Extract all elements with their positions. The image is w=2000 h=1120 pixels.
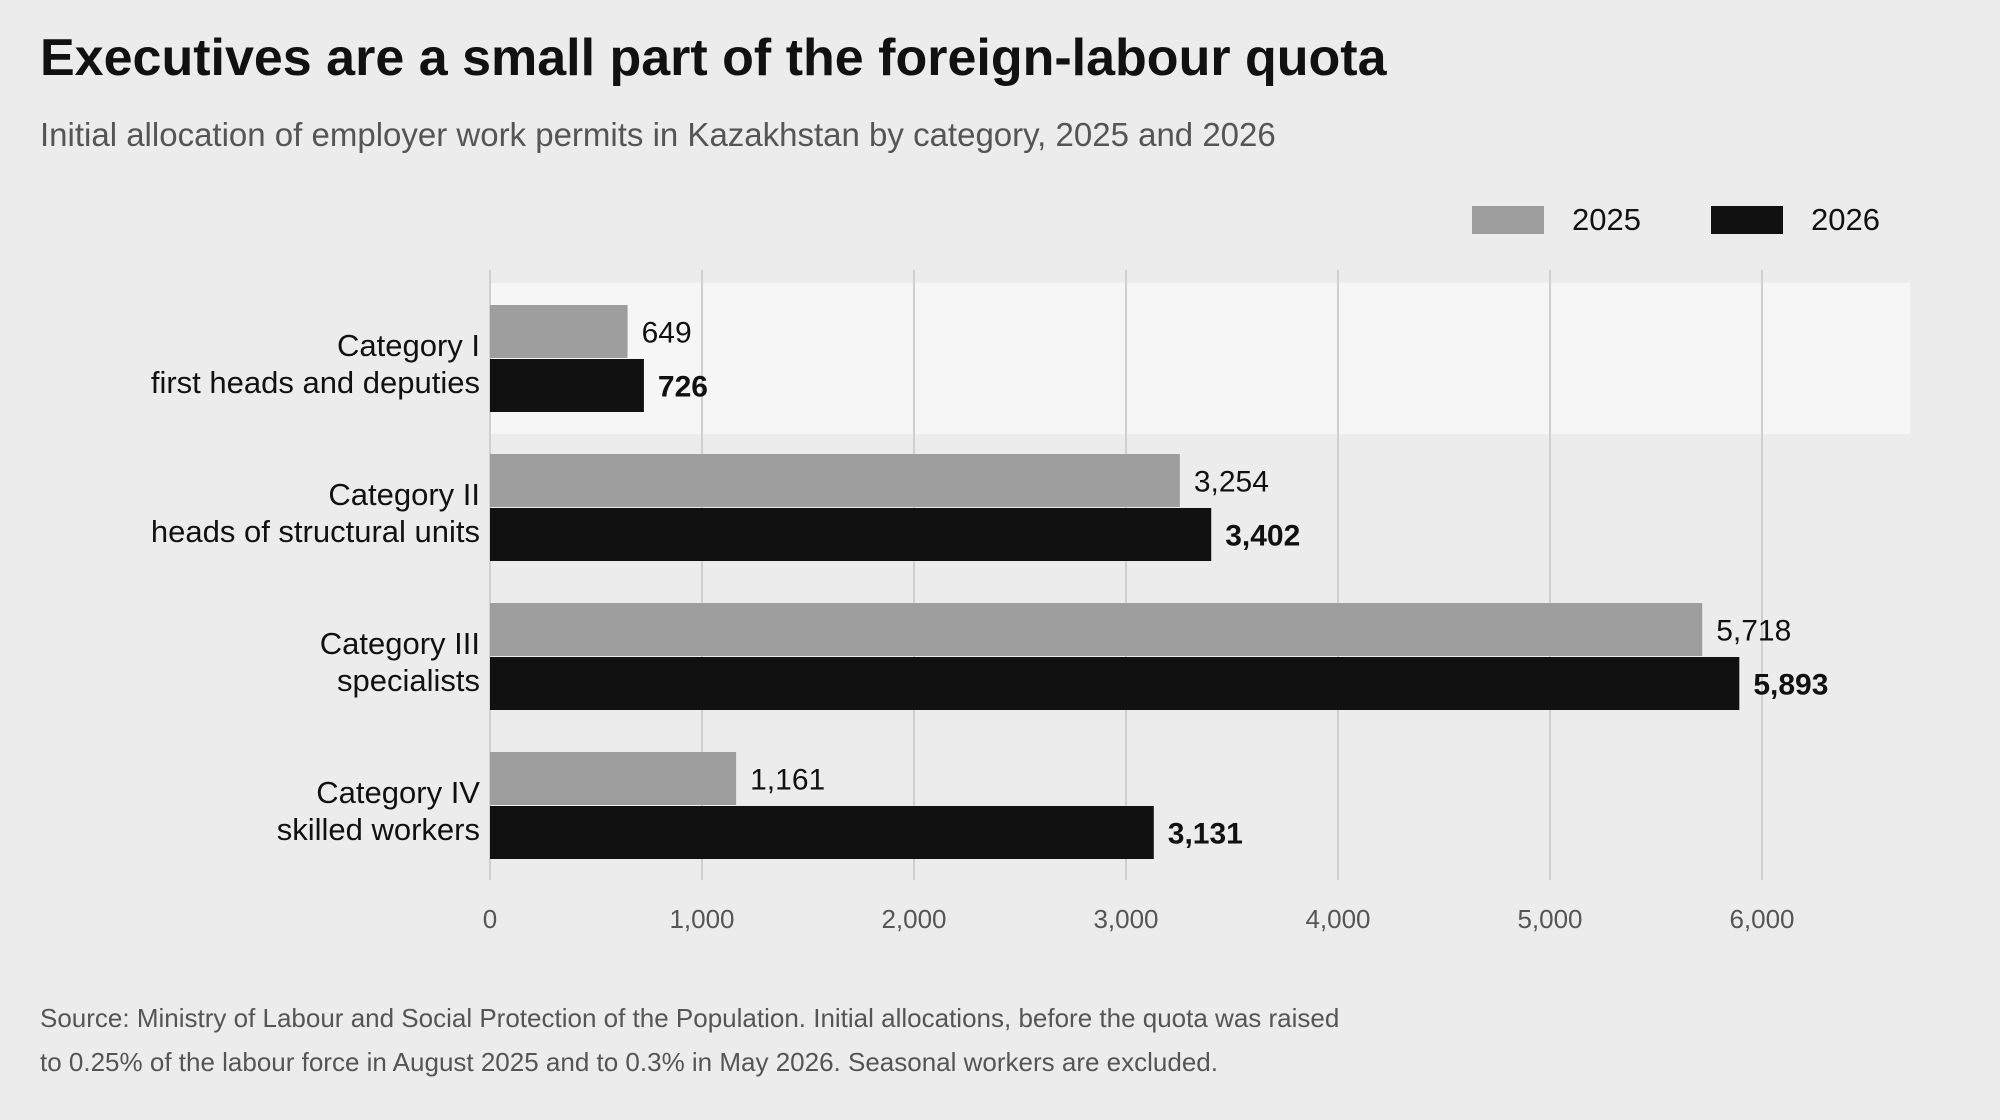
category-sublabel-heads-of-structural-units: heads of structural units bbox=[151, 514, 480, 549]
legend-label-2025: 2025 bbox=[1572, 202, 1641, 237]
legend-item-2025: 2025 bbox=[1472, 202, 1641, 238]
legend-item-2026: 2026 bbox=[1710, 202, 1880, 238]
bar-category-i-2026 bbox=[490, 359, 644, 412]
value-label-category-iv-2026: 3,131 bbox=[1168, 818, 1243, 851]
chart-legend: 2025 2026 bbox=[1472, 200, 1880, 240]
x-tick-label-2-000: 2,000 bbox=[881, 904, 946, 934]
value-label-category-iii-2025: 5,718 bbox=[1716, 615, 1791, 648]
bar-category-ii-2025 bbox=[490, 454, 1180, 507]
value-label-category-iv-2025: 1,161 bbox=[750, 764, 825, 797]
category-sublabel-specialists: specialists bbox=[337, 663, 480, 698]
category-sublabel-first-heads-and-deputies: first heads and deputies bbox=[151, 365, 480, 400]
value-label-category-i-2026: 726 bbox=[658, 371, 708, 404]
x-tick-label-1-000: 1,000 bbox=[669, 904, 734, 934]
category-label-category-ii: Category II bbox=[328, 477, 480, 512]
x-tick-label-0: 0 bbox=[483, 904, 497, 934]
value-label-category-iii-2026: 5,893 bbox=[1753, 669, 1828, 702]
bar-category-iii-2025 bbox=[490, 603, 1703, 656]
value-label-category-i-2025: 649 bbox=[642, 317, 692, 350]
legend-swatch-2025 bbox=[1472, 206, 1544, 234]
legend-swatch-2026 bbox=[1710, 206, 1783, 234]
legend-label-2026: 2026 bbox=[1810, 202, 1880, 237]
x-tick-label-3-000: 3,000 bbox=[1093, 904, 1158, 934]
highlight-band bbox=[490, 283, 1910, 434]
category-label-category-i: Category I bbox=[337, 328, 480, 363]
category-label-category-iii: Category III bbox=[320, 626, 480, 661]
chart-subtitle: Initial allocation of employer work perm… bbox=[40, 116, 1276, 153]
bar-category-iv-2025 bbox=[490, 752, 737, 805]
category-label-category-iv: Category IV bbox=[316, 775, 480, 810]
x-tick-label-6-000: 6,000 bbox=[1729, 904, 1794, 934]
x-tick-label-5-000: 5,000 bbox=[1517, 904, 1582, 934]
bar-category-i-2025 bbox=[490, 305, 628, 358]
x-tick-label-4-000: 4,000 bbox=[1305, 904, 1370, 934]
category-sublabel-skilled-workers: skilled workers bbox=[277, 812, 480, 847]
source-note: Source: Ministry of Labour and Social Pr… bbox=[40, 996, 1540, 1084]
bar-category-iv-2026 bbox=[490, 806, 1154, 859]
bar-category-iii-2026 bbox=[490, 657, 1740, 710]
source-line-1: Source: Ministry of Labour and Social Pr… bbox=[40, 1003, 1340, 1033]
source-line-2: to 0.25% of the labour force in August 2… bbox=[40, 1047, 1218, 1077]
value-label-category-ii-2026: 3,402 bbox=[1225, 520, 1300, 553]
value-label-category-ii-2025: 3,254 bbox=[1194, 466, 1269, 499]
chart-title: Executives are a small part of the forei… bbox=[40, 29, 1387, 87]
bar-category-ii-2026 bbox=[490, 508, 1212, 561]
